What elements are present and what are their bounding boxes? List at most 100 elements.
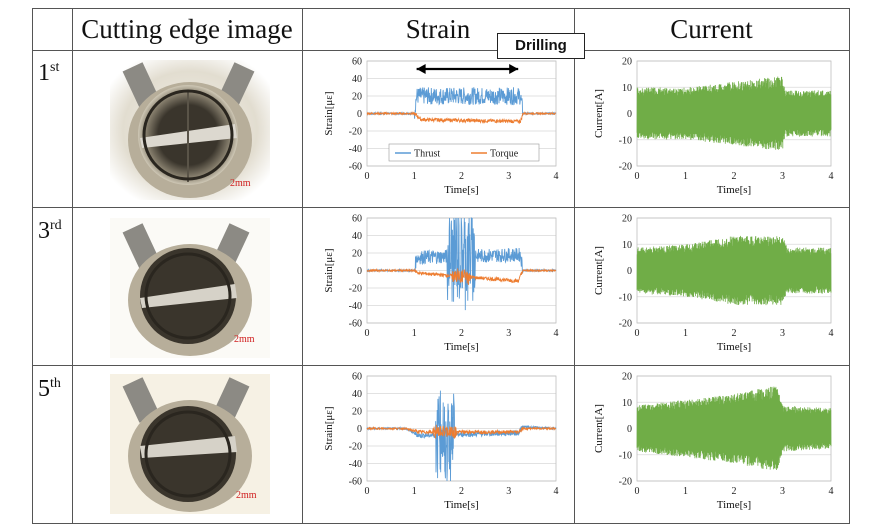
y-axis-label: Strain[με] [323, 91, 335, 135]
y-tick-label: 20 [352, 407, 362, 418]
series-line-thrust [366, 390, 557, 482]
x-tick-label: 2 [459, 171, 464, 182]
x-tick-label: 4 [829, 328, 834, 339]
y-tick-label: 0 [627, 266, 632, 277]
x-tick-label: 0 [365, 486, 370, 497]
x-tick-label: 4 [829, 486, 834, 497]
y-axis-label: Current[A] [593, 246, 605, 295]
y-tick-label: -40 [349, 301, 362, 312]
y-tick-label: 20 [622, 372, 632, 383]
y-tick-label: 40 [352, 389, 362, 400]
cutting-edge-photo-1st: 2mm [110, 60, 270, 200]
x-tick-label: 4 [554, 171, 559, 182]
series-line-torque [366, 110, 557, 125]
series-line-current [636, 76, 832, 150]
row-divider [32, 207, 850, 208]
x-axis-label: Time[s] [444, 341, 478, 353]
x-axis-label: Time[s] [717, 184, 751, 196]
y-tick-label: -10 [619, 450, 632, 461]
y-tick-label: 20 [352, 249, 362, 260]
y-tick-label: 0 [357, 266, 362, 277]
y-tick-label: -20 [349, 442, 362, 453]
results-table: Cutting edge image Strain Current 1st 3r… [32, 8, 850, 524]
legend-label-thrust: Thrust [414, 149, 440, 160]
x-axis-label: Time[s] [717, 341, 751, 353]
legend-box [388, 143, 540, 162]
row-label-5th: 5th [38, 376, 61, 403]
x-tick-label: 3 [506, 486, 511, 497]
x-tick-label: 2 [732, 328, 737, 339]
header-divider [32, 50, 850, 51]
x-tick-label: 1 [683, 171, 688, 182]
x-tick-label: 1 [683, 328, 688, 339]
y-tick-label: -20 [619, 319, 632, 330]
y-tick-label: -40 [349, 144, 362, 155]
y-tick-label: 0 [627, 424, 632, 435]
y-tick-label: 60 [352, 57, 362, 68]
y-axis-label: Current[A] [593, 404, 605, 453]
scale-bar-label: 2mm [236, 490, 257, 501]
x-tick-label: 3 [506, 328, 511, 339]
y-tick-label: -20 [349, 127, 362, 138]
x-tick-label: 1 [412, 171, 417, 182]
y-tick-label: 10 [622, 83, 632, 94]
drilling-label: Drilling [497, 33, 585, 59]
row-ordinal-suffix: st [50, 60, 60, 75]
header-strain: Strain [405, 14, 471, 44]
x-tick-label: 0 [635, 328, 640, 339]
y-tick-label: 10 [622, 398, 632, 409]
x-tick-label: 3 [780, 328, 785, 339]
x-axis-label: Time[s] [444, 499, 478, 511]
y-tick-label: 60 [352, 372, 362, 383]
y-tick-label: -10 [619, 292, 632, 303]
y-tick-label: 0 [357, 109, 362, 120]
x-tick-label: 3 [780, 486, 785, 497]
x-tick-label: 2 [459, 486, 464, 497]
x-tick-label: 0 [635, 486, 640, 497]
x-tick-label: 1 [412, 328, 417, 339]
y-tick-label: 60 [352, 214, 362, 225]
row-number: 3 [38, 218, 50, 244]
y-tick-label: 10 [622, 240, 632, 251]
row-divider [32, 365, 850, 366]
y-tick-label: -20 [619, 477, 632, 488]
x-tick-label: 0 [365, 328, 370, 339]
y-tick-label: -60 [349, 477, 362, 488]
y-tick-label: 40 [352, 74, 362, 85]
x-tick-label: 0 [635, 171, 640, 182]
x-axis-label: Time[s] [717, 499, 751, 511]
row-label-1st: 1st [38, 60, 59, 87]
y-tick-label: -60 [349, 319, 362, 330]
row-ordinal-suffix: th [50, 376, 61, 391]
y-tick-label: 20 [352, 92, 362, 103]
cutting-edge-photo-5th: 2mm [110, 374, 270, 514]
series-line-current [636, 235, 832, 306]
x-tick-label: 4 [829, 171, 834, 182]
x-tick-label: 1 [412, 486, 417, 497]
series-line-current [636, 386, 832, 471]
scale-bar-label: 2mm [230, 178, 251, 189]
y-tick-label: 20 [622, 214, 632, 225]
column-divider [72, 8, 73, 524]
column-divider [574, 8, 575, 524]
y-tick-label: -10 [619, 135, 632, 146]
series-line-torque [366, 267, 557, 286]
arrowhead-left [416, 64, 426, 74]
header-current: Current [670, 14, 753, 44]
x-tick-label: 2 [732, 171, 737, 182]
table-border-right [849, 8, 850, 524]
arrowhead-right [509, 64, 519, 74]
x-axis-label: Time[s] [444, 184, 478, 196]
y-tick-label: -20 [619, 162, 632, 173]
y-axis-label: Current[A] [593, 89, 605, 138]
x-tick-label: 3 [780, 171, 785, 182]
cutting-edge-photo-3rd: 2mm [110, 218, 270, 358]
legend: Thrust Torque [388, 143, 540, 162]
x-tick-label: 4 [554, 328, 559, 339]
